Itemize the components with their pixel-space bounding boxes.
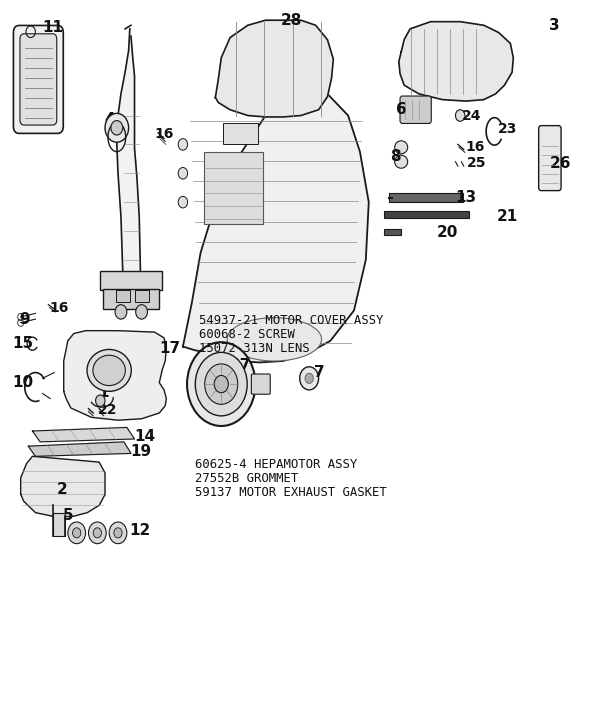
Ellipse shape <box>395 141 408 154</box>
Text: 16: 16 <box>155 126 173 141</box>
FancyBboxPatch shape <box>400 96 431 123</box>
Bar <box>135 290 149 302</box>
Bar <box>100 271 162 290</box>
Text: 10: 10 <box>12 375 33 390</box>
FancyBboxPatch shape <box>20 34 57 125</box>
Polygon shape <box>64 331 166 420</box>
Text: 9: 9 <box>19 312 30 326</box>
Ellipse shape <box>227 318 322 361</box>
Polygon shape <box>117 29 140 271</box>
Text: 60625-4 HEPAMOTOR ASSY: 60625-4 HEPAMOTOR ASSY <box>195 458 357 471</box>
Text: 22: 22 <box>97 403 117 417</box>
Circle shape <box>68 522 86 544</box>
Text: 11: 11 <box>42 20 64 35</box>
Circle shape <box>455 110 465 121</box>
FancyBboxPatch shape <box>14 25 63 134</box>
Text: 28: 28 <box>281 13 302 27</box>
Polygon shape <box>399 22 513 101</box>
Polygon shape <box>32 427 135 442</box>
Circle shape <box>111 121 123 135</box>
Text: 59137 MOTOR EXHAUST GASKET: 59137 MOTOR EXHAUST GASKET <box>195 486 386 499</box>
Text: 27: 27 <box>230 358 251 373</box>
Text: 21: 21 <box>497 209 518 224</box>
Text: 15: 15 <box>12 336 33 351</box>
Text: 2: 2 <box>57 482 67 497</box>
Text: 23: 23 <box>498 121 517 136</box>
Circle shape <box>300 367 319 390</box>
Bar <box>223 123 258 144</box>
Circle shape <box>214 375 228 393</box>
Circle shape <box>96 395 105 406</box>
Text: 60068-2 SCREW: 60068-2 SCREW <box>199 328 296 341</box>
Polygon shape <box>215 20 333 117</box>
Circle shape <box>178 196 188 208</box>
FancyBboxPatch shape <box>384 211 469 218</box>
Text: 19: 19 <box>130 445 151 459</box>
Text: 54937-21 MOTOR COVER ASSY: 54937-21 MOTOR COVER ASSY <box>199 314 384 327</box>
Circle shape <box>136 305 148 319</box>
Circle shape <box>115 305 127 319</box>
Ellipse shape <box>87 349 131 391</box>
Ellipse shape <box>93 355 125 386</box>
Text: 1: 1 <box>98 386 109 400</box>
Text: 13: 13 <box>455 191 477 205</box>
FancyBboxPatch shape <box>384 229 401 235</box>
Text: 8: 8 <box>390 149 401 164</box>
Text: 12: 12 <box>130 523 151 538</box>
Circle shape <box>195 352 247 416</box>
Bar <box>103 289 159 309</box>
Text: 14: 14 <box>134 429 155 443</box>
Text: 16: 16 <box>50 300 68 315</box>
Text: 24: 24 <box>462 108 482 123</box>
FancyBboxPatch shape <box>389 193 463 202</box>
Text: 25: 25 <box>467 156 487 170</box>
Bar <box>116 290 130 302</box>
Bar <box>204 152 263 224</box>
Text: 4: 4 <box>104 113 114 127</box>
Circle shape <box>93 528 101 538</box>
Text: 17: 17 <box>159 341 181 355</box>
Circle shape <box>178 139 188 150</box>
Text: 27552B GROMMET: 27552B GROMMET <box>195 472 298 485</box>
Circle shape <box>73 528 81 538</box>
FancyBboxPatch shape <box>251 374 270 394</box>
Text: 6: 6 <box>396 103 407 117</box>
Circle shape <box>178 168 188 179</box>
Text: 7: 7 <box>314 365 325 380</box>
Circle shape <box>205 364 238 404</box>
Circle shape <box>105 113 129 142</box>
Circle shape <box>109 522 127 544</box>
Circle shape <box>187 342 255 426</box>
Text: 26: 26 <box>550 156 571 170</box>
Bar <box>53 513 65 536</box>
Text: 3: 3 <box>549 18 560 32</box>
FancyBboxPatch shape <box>539 126 561 191</box>
Polygon shape <box>21 456 105 517</box>
Polygon shape <box>28 442 131 456</box>
Circle shape <box>305 373 313 383</box>
Text: 5: 5 <box>63 508 73 523</box>
Text: 16: 16 <box>466 140 484 155</box>
Circle shape <box>88 522 106 544</box>
Ellipse shape <box>395 155 408 168</box>
Text: 15072-313N LENS: 15072-313N LENS <box>199 342 310 355</box>
Text: 20: 20 <box>437 225 458 240</box>
Circle shape <box>114 528 122 538</box>
Polygon shape <box>183 94 369 362</box>
